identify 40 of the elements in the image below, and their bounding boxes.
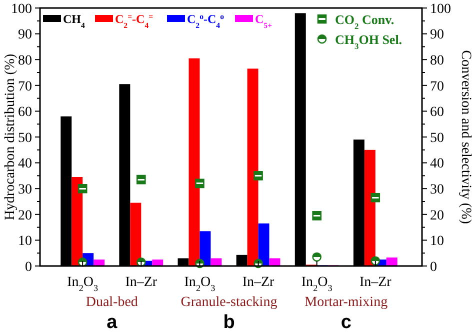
text: Mortar-mixing: [304, 295, 388, 310]
text: a: [106, 312, 118, 332]
y-tick-label: 0: [25, 260, 32, 275]
x-tick-label: In$_{2}$O$_{3}$: [184, 275, 216, 293]
y-tick-label: 20: [18, 208, 32, 224]
x-tick-label: In–Zr: [359, 275, 392, 290]
y-tick-label: 30: [18, 182, 32, 198]
text: Dual-bed: [86, 295, 138, 310]
legend-label: C$_{5+}$: [255, 12, 273, 30]
legend-label: CH$_{3}$OH Sel.: [335, 32, 402, 51]
y2-tick-label: 80: [430, 54, 444, 68]
y-tick-label: 70: [18, 79, 32, 94]
y-tick-label: 100: [11, 2, 32, 17]
y2-tick-label: 10: [430, 234, 444, 250]
y2-tick-label: 20: [430, 208, 444, 224]
legend-label: CH$_{4}$: [63, 12, 85, 30]
y2-tick-label: 40: [430, 156, 444, 172]
text: Granule-stacking: [180, 295, 278, 310]
y-tick-label: 60: [18, 105, 32, 120]
y2-tick-label: 70: [430, 79, 444, 94]
text: c: [340, 312, 352, 332]
text: b: [223, 312, 235, 332]
y2-axis-title: Conversion and selectivity (%): [458, 50, 473, 224]
y-tick-label: 50: [18, 130, 32, 146]
y2-tick-label: 60: [430, 105, 444, 120]
y-tick-label: 80: [18, 54, 32, 68]
legend-label: CO$_{2}$ Conv.: [335, 12, 394, 31]
y2-tick-label: 100: [430, 2, 451, 17]
y-tick-label: 40: [18, 156, 32, 172]
y2-tick-label: 90: [430, 28, 444, 43]
y-tick-label: 90: [18, 28, 32, 43]
y2-tick-label: 0: [430, 260, 437, 275]
x-tick-label: In$_{2}$O$_{3}$: [67, 275, 98, 293]
x-tick-label: In$_{2}$O$_{3}$: [301, 275, 333, 293]
y-tick-label: 10: [18, 234, 32, 250]
y-axis-title: Hydrocarbon distribution (%): [3, 53, 18, 220]
y2-tick-label: 50: [430, 130, 444, 146]
x-tick-label: In–Zr: [125, 275, 158, 290]
x-tick-label: In–Zr: [242, 275, 275, 290]
y2-tick-label: 30: [430, 182, 444, 198]
